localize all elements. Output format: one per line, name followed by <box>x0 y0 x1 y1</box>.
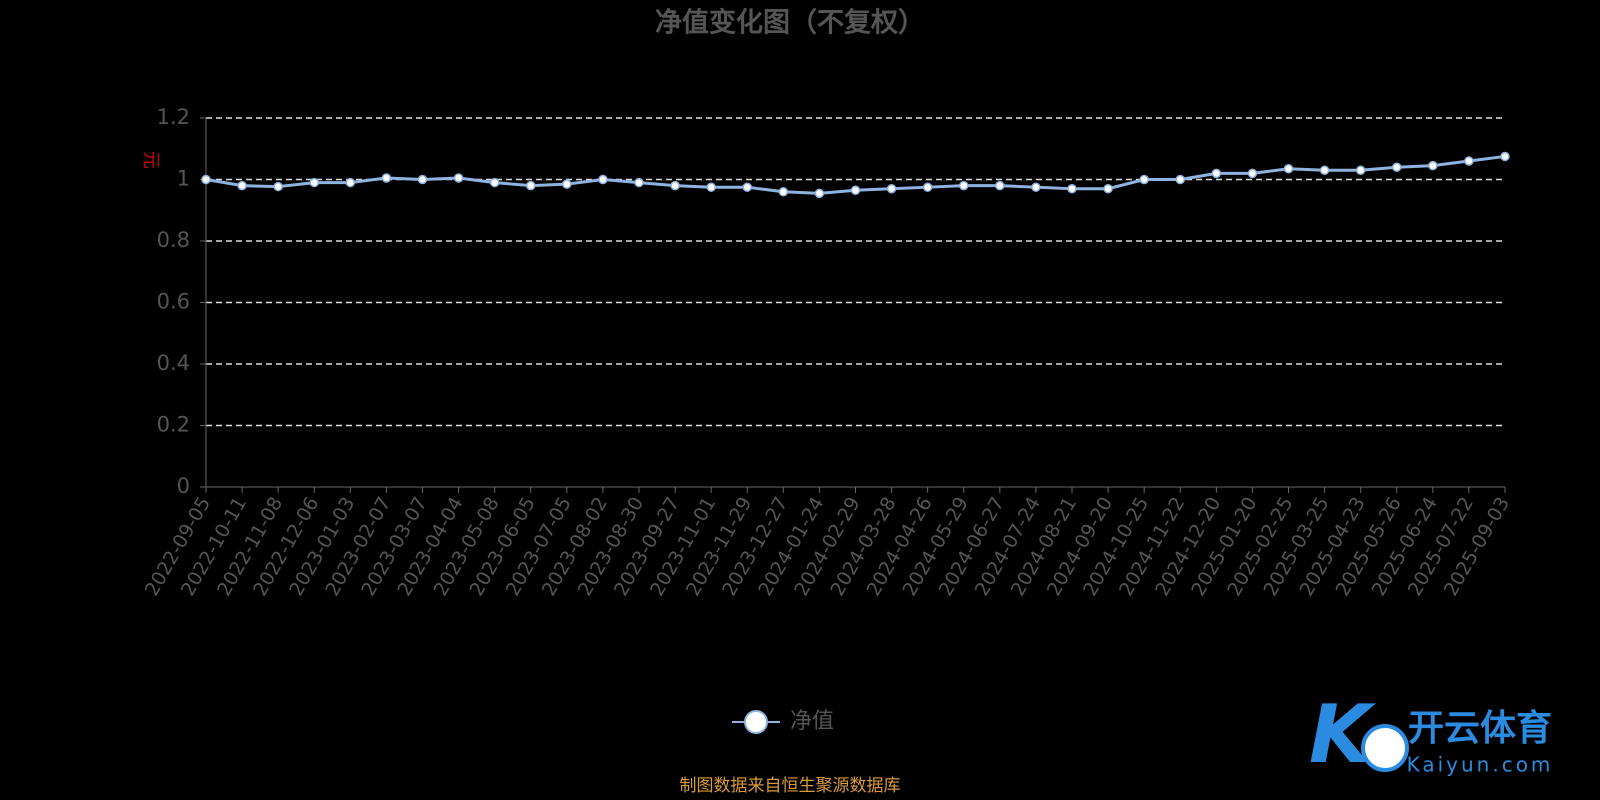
y-tick-label: 1 <box>177 167 190 191</box>
point <box>778 187 789 197</box>
legend-marker <box>744 710 768 734</box>
point <box>886 183 897 194</box>
point <box>1500 151 1510 162</box>
watermark-site: Kaiyun.com <box>1407 753 1554 777</box>
point <box>237 180 247 191</box>
point <box>1464 156 1474 166</box>
y-tick-label: 0.6 <box>157 290 190 314</box>
y-tick-label: 0.2 <box>157 413 190 437</box>
point <box>489 177 500 188</box>
point <box>634 177 644 188</box>
watermark-brand: 开云体育 <box>1408 708 1552 749</box>
point <box>995 180 1005 191</box>
point <box>706 182 716 192</box>
point <box>1319 165 1330 176</box>
point <box>598 174 608 185</box>
y-unit: 元 <box>140 151 161 169</box>
point <box>959 180 969 191</box>
point <box>381 173 392 183</box>
watermark-logo: K <box>1309 688 1376 781</box>
y-tick-label: 1.2 <box>157 105 190 129</box>
source-note: 制图数据来自恒生聚源数据库 <box>680 776 901 796</box>
point <box>1103 183 1113 194</box>
point <box>201 174 211 185</box>
point <box>1428 160 1438 171</box>
point <box>273 181 283 192</box>
point <box>670 180 680 191</box>
y-tick-label: 0.4 <box>157 351 190 375</box>
point <box>309 177 319 188</box>
point <box>526 180 536 191</box>
point <box>562 179 572 189</box>
chart-title: 净值变化图（不复权） <box>655 7 925 39</box>
point <box>850 185 861 196</box>
point <box>417 174 428 185</box>
watermark-ball <box>1361 724 1409 772</box>
watermark: K 开云体育 Kaiyun.com <box>1309 688 1554 781</box>
point <box>345 177 356 188</box>
point <box>1175 174 1185 185</box>
point <box>453 173 464 183</box>
point <box>1139 174 1149 185</box>
y-tick-label: 0.8 <box>157 228 190 252</box>
point <box>1031 182 1041 192</box>
point <box>1067 183 1077 194</box>
point <box>814 188 825 199</box>
point <box>742 182 752 192</box>
point <box>922 182 933 192</box>
legend-label: 净值 <box>790 709 834 734</box>
y-tick-label: 0 <box>177 474 190 498</box>
point <box>1283 163 1294 174</box>
point <box>1355 165 1366 176</box>
point <box>1392 162 1402 172</box>
point <box>1211 168 1222 179</box>
point <box>1247 168 1258 179</box>
